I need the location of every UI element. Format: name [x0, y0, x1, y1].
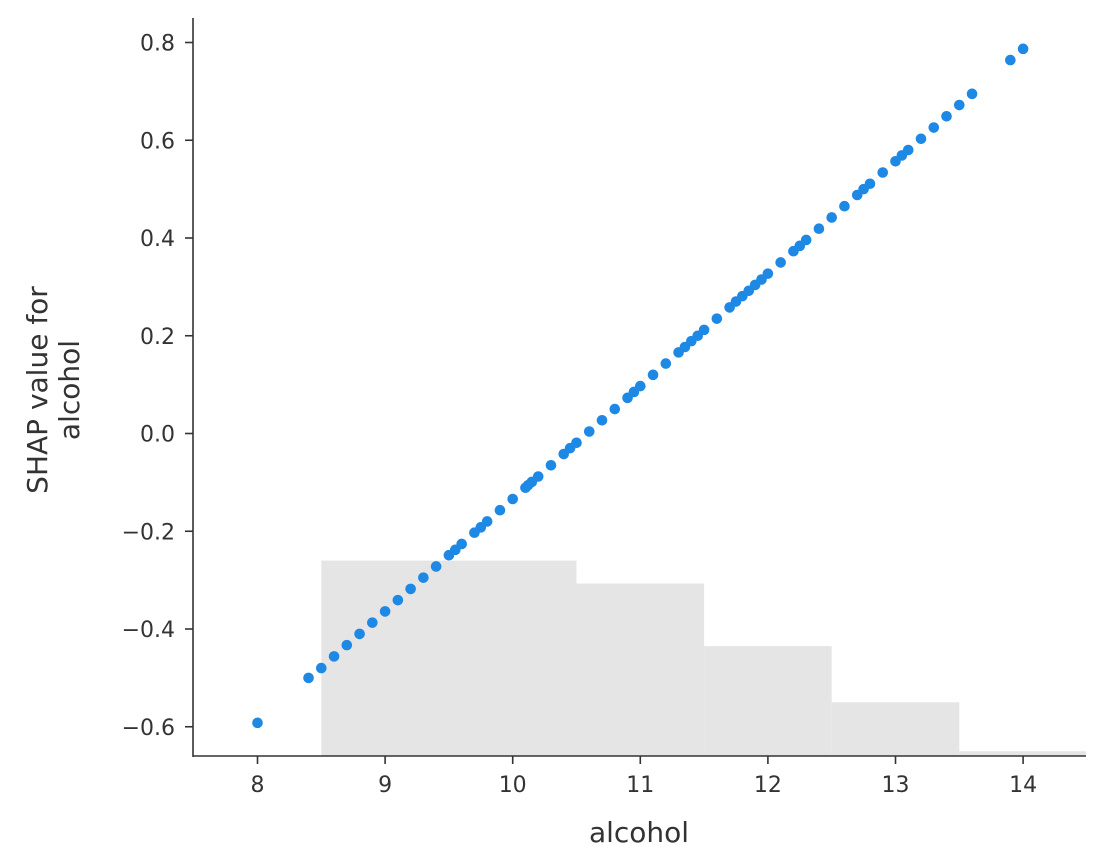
y-tick-label: 0.4 — [140, 227, 175, 252]
data-point — [826, 212, 837, 223]
y-tick-label: 0.2 — [140, 325, 175, 350]
y-tick-label: 0.0 — [140, 423, 175, 448]
data-point — [303, 672, 314, 684]
data-point — [864, 178, 876, 190]
data-point — [507, 493, 518, 505]
data-point — [941, 111, 952, 122]
y-tick-label: −0.4 — [122, 618, 175, 643]
data-point — [966, 88, 978, 100]
data-point — [839, 200, 850, 212]
data-point — [647, 369, 659, 381]
x-tick-label: 9 — [378, 773, 392, 798]
data-point — [635, 380, 646, 392]
data-point — [481, 516, 493, 527]
histogram-bar-1 — [576, 583, 705, 756]
data-point — [354, 628, 365, 640]
y-tick-label: 0.8 — [140, 32, 175, 57]
data-point — [762, 268, 774, 279]
y-axis-ticks: −0.6 −0.4 −0.2 0.0 0.2 0.4 0.6 0.8 — [122, 32, 193, 741]
data-point — [392, 594, 404, 606]
data-point — [571, 437, 582, 449]
data-point — [316, 662, 327, 674]
scatter-points — [252, 43, 1029, 729]
data-point — [954, 99, 965, 111]
data-point — [341, 639, 353, 651]
data-point — [902, 144, 914, 156]
data-point — [609, 403, 621, 415]
data-point — [252, 717, 263, 729]
x-tick-label: 13 — [882, 773, 910, 798]
x-tick-label: 8 — [251, 773, 265, 798]
data-point — [928, 122, 940, 133]
data-point — [494, 504, 506, 516]
data-point — [328, 651, 340, 662]
histogram-bar-4 — [959, 751, 1086, 756]
y-axis-title-line-2: alcohol — [53, 340, 86, 440]
data-point — [813, 223, 825, 235]
x-tick-label: 10 — [499, 773, 527, 798]
data-point — [596, 415, 608, 426]
x-tick-label: 14 — [1009, 773, 1037, 798]
x-tick-label: 11 — [626, 773, 654, 798]
x-axis-title: alcohol — [589, 816, 689, 849]
histogram — [321, 560, 1086, 756]
data-point — [1017, 43, 1029, 55]
data-point — [456, 538, 467, 550]
y-axis-title-line-1: SHAP value for — [21, 286, 54, 494]
data-point — [800, 234, 812, 246]
data-point — [660, 358, 672, 369]
x-tick-label: 12 — [754, 773, 782, 798]
data-point — [405, 583, 416, 595]
data-point — [711, 313, 723, 324]
data-point — [915, 133, 927, 145]
histogram-bar-0 — [321, 560, 577, 756]
y-tick-label: −0.2 — [122, 520, 175, 545]
data-point — [775, 257, 786, 268]
y-axis-title: SHAP value for alcohol — [21, 286, 86, 494]
data-point — [418, 572, 429, 583]
data-point — [698, 324, 710, 336]
data-point — [532, 471, 544, 482]
data-point — [583, 426, 595, 437]
x-axis-ticks: 8 9 10 11 12 13 14 — [251, 756, 1037, 798]
data-point — [545, 459, 557, 471]
y-tick-label: 0.6 — [140, 129, 175, 154]
data-point — [1005, 54, 1016, 66]
y-tick-label: −0.6 — [122, 716, 175, 741]
histogram-bar-2 — [704, 646, 832, 756]
histogram-bar-3 — [831, 702, 960, 756]
data-point — [430, 561, 442, 572]
data-point — [379, 606, 391, 617]
data-point — [367, 617, 378, 628]
data-point — [877, 167, 889, 178]
